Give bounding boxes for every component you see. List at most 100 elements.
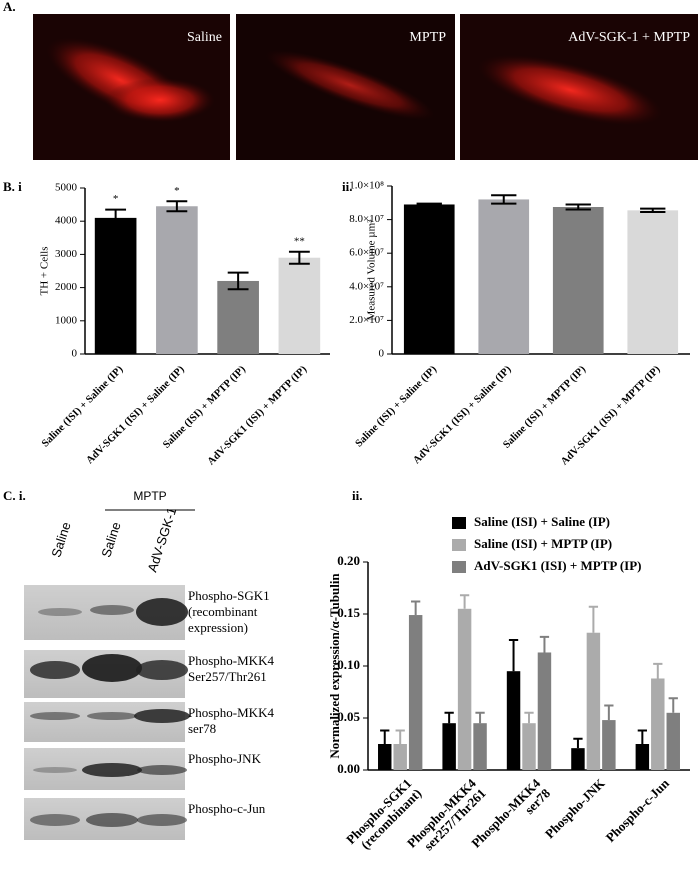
- image-label: AdV-SGK-1 + MPTP: [568, 30, 690, 45]
- bar: [378, 744, 392, 770]
- y-tick-label: 6.0×10⁷: [349, 247, 384, 259]
- blot-band: [86, 813, 138, 827]
- treatment-label: MPTP: [133, 489, 166, 503]
- y-axis-label: Normalized expression/α-Tubulin: [327, 573, 342, 759]
- y-tick-label: 0.00: [337, 761, 360, 776]
- y-axis-label: Measured Volume µm³: [366, 219, 378, 321]
- image-label: Saline: [187, 30, 222, 45]
- blot-band: [90, 605, 134, 615]
- error-bar: [380, 729, 390, 744]
- error-bar: [588, 605, 599, 633]
- y-tick-label: 4000: [55, 215, 78, 227]
- bar: [635, 744, 650, 770]
- blot-label: ser78: [188, 721, 216, 736]
- stain: [265, 49, 435, 121]
- bar: [552, 207, 604, 354]
- western-blot: MPTP Saline Saline AdV-SGK-1: [48, 489, 195, 574]
- blot-band: [87, 712, 137, 720]
- blot-band: [136, 598, 188, 626]
- y-tick-label: 5000: [55, 182, 78, 194]
- panel-label: A.: [3, 0, 16, 14]
- error-bar: [640, 207, 666, 214]
- y-tick-label: 0.10: [337, 657, 360, 672]
- bar: [457, 608, 472, 770]
- legend-swatch: [452, 517, 466, 529]
- legend-label: Saline (ISI) + MPTP (IP): [474, 536, 612, 551]
- bar: [217, 280, 259, 354]
- bar: [571, 748, 585, 770]
- blot-label: Phospho-MKK4: [188, 705, 274, 720]
- bar: [278, 257, 321, 354]
- significance-label: *: [113, 193, 119, 205]
- bar: [522, 723, 536, 770]
- y-tick-label: 4.0×10⁷: [349, 280, 384, 292]
- bar: [478, 199, 530, 354]
- error-bar: [227, 271, 249, 291]
- error-bar: [565, 203, 591, 211]
- error-bar: [475, 711, 485, 724]
- micrographs: Saline MPTP AdV-SGK-1 + MPTP: [33, 14, 698, 160]
- error-bar: [508, 639, 519, 672]
- y-tick-label: 0: [72, 348, 78, 360]
- bar: [393, 744, 407, 770]
- blot-band: [136, 660, 188, 680]
- x-tick-label: Phospho-JNK: [542, 775, 608, 841]
- bar: [408, 615, 423, 770]
- blot-band: [30, 661, 80, 679]
- blot-label: expression): [188, 620, 248, 635]
- stain: [105, 78, 215, 122]
- error-bar: [416, 202, 442, 207]
- bar: [602, 720, 616, 770]
- y-tick-label: 8.0×10⁷: [349, 213, 384, 225]
- legend-swatch: [452, 539, 466, 551]
- bar: [156, 206, 198, 354]
- blot-label: Phospho-c-Jun: [188, 801, 266, 816]
- significance-label: *: [174, 185, 180, 197]
- blot-label: Phospho-JNK: [188, 751, 262, 766]
- error-bar: [459, 594, 470, 609]
- error-bar: [573, 737, 583, 749]
- x-tick-label: AdV-SGK1 (ISI) + MPTP (IP): [206, 364, 310, 468]
- error-bar: [668, 697, 678, 713]
- blot-label: Phospho-MKK4: [188, 653, 274, 668]
- error-bar: [105, 208, 127, 228]
- blot-band: [30, 712, 80, 720]
- significance-label: **: [294, 235, 305, 247]
- legend-label: AdV-SGK1 (ISI) + MPTP (IP): [474, 558, 642, 573]
- legend-swatch: [452, 561, 466, 573]
- blot-band: [82, 654, 142, 682]
- error-bar: [166, 200, 188, 213]
- y-tick-label: 1000: [55, 314, 78, 326]
- bar: [627, 210, 679, 354]
- error-bar: [288, 250, 310, 265]
- blot-band: [134, 709, 190, 723]
- panel-label: B. i: [3, 179, 22, 194]
- blot-band: [137, 814, 187, 826]
- y-tick-label: 0.15: [337, 605, 360, 620]
- blot-band: [30, 814, 80, 826]
- y-tick-label: 0: [379, 348, 385, 360]
- x-tick-label: Phospho-c-Jun: [603, 775, 673, 845]
- error-bar: [604, 704, 614, 721]
- x-tick-label: Saline (ISI) + MPTP (IP): [501, 364, 588, 451]
- y-tick-label: 2.0×10⁷: [349, 314, 384, 326]
- y-tick-label: 0.20: [337, 553, 360, 568]
- panel-label: C. i.: [3, 488, 26, 503]
- bar: [586, 632, 601, 770]
- error-bar: [444, 711, 454, 724]
- stain: [477, 54, 663, 126]
- error-bar: [653, 662, 663, 679]
- blot-label: Phospho-SGK1: [188, 588, 270, 603]
- lane-label: Saline: [48, 520, 73, 559]
- error-bar: [411, 600, 421, 616]
- lane-label: Saline: [98, 520, 123, 559]
- blot-label: Ser257/Thr261: [188, 669, 267, 684]
- bar: [442, 723, 456, 770]
- x-tick-label: AdV-SGK1 (ISI) + Saline (IP): [84, 364, 187, 467]
- bar: [94, 217, 137, 354]
- error-bar: [395, 729, 405, 744]
- y-tick-label: 3000: [55, 248, 78, 260]
- y-tick-label: 2000: [55, 281, 78, 293]
- bar: [666, 712, 680, 770]
